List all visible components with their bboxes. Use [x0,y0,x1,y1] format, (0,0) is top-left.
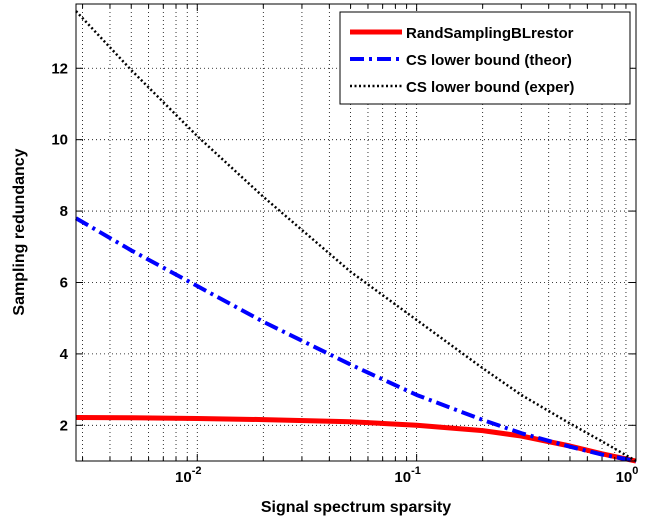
tick-layer: 10-2 10-1 100 2 4 6 8 10 12 [51,4,638,486]
series-line-2 [74,216,637,463]
y-axis-label: Sampling redundancy [11,148,28,315]
y-tick-label: 8 [60,203,68,220]
legend-label-2: CS lower bound (theor) [406,52,572,69]
x-tick-label: 100 [616,465,639,486]
x-tick-label: 10-1 [394,465,420,486]
plot-frame [75,3,637,462]
y-tick-label: 10 [51,132,68,149]
legend-label-1: RandSamplingBLrestor [406,25,574,42]
legend-label-3: CS lower bound (exper) [406,79,574,96]
y-tick-label: 4 [60,346,69,363]
y-tick-label: 2 [60,417,68,434]
x-axis-label: Signal spectrum sparsity [261,499,451,516]
legend: RandSamplingBLrestor CS lower bound (theo… [339,11,631,105]
y-tick-label: 12 [51,60,68,77]
series-line-1 [75,414,637,464]
y-tick-label: 6 [60,274,68,291]
series-layer [74,10,637,464]
series-line-3 [75,10,637,463]
x-tick-label: 10-2 [175,465,201,486]
